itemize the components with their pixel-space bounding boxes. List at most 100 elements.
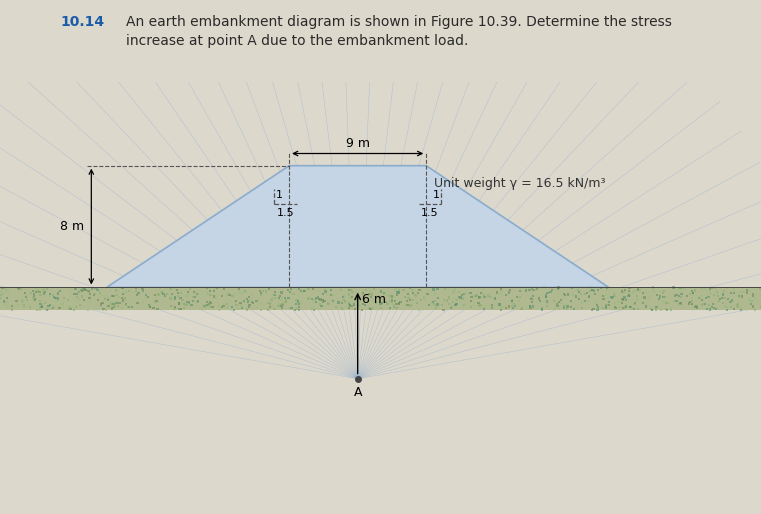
Point bbox=[173, 300, 185, 308]
Point bbox=[600, 286, 613, 294]
Point bbox=[377, 297, 390, 305]
Point bbox=[113, 293, 125, 301]
Point bbox=[536, 306, 548, 314]
Point bbox=[71, 293, 83, 301]
Point bbox=[607, 305, 619, 314]
Point bbox=[201, 284, 213, 292]
Point bbox=[145, 303, 157, 311]
Point bbox=[48, 293, 60, 301]
Point bbox=[102, 295, 114, 303]
Point bbox=[262, 299, 274, 307]
Point bbox=[37, 285, 49, 293]
Point bbox=[386, 297, 398, 305]
Point bbox=[243, 303, 255, 311]
Point bbox=[686, 300, 698, 308]
Point bbox=[27, 293, 39, 302]
Point bbox=[255, 306, 267, 314]
Point bbox=[744, 287, 756, 295]
Point bbox=[600, 290, 612, 299]
Point bbox=[40, 288, 52, 296]
Point bbox=[524, 294, 537, 302]
Point bbox=[473, 293, 486, 301]
Point bbox=[734, 292, 746, 300]
Point bbox=[28, 292, 40, 301]
Point bbox=[218, 284, 230, 292]
Point bbox=[228, 306, 240, 314]
Point bbox=[665, 306, 677, 314]
Point bbox=[279, 293, 291, 302]
Point bbox=[516, 304, 528, 313]
Point bbox=[2, 303, 14, 311]
Point bbox=[409, 292, 422, 300]
Point bbox=[721, 303, 733, 311]
Point bbox=[171, 286, 183, 295]
Point bbox=[706, 284, 718, 292]
Point bbox=[137, 298, 149, 306]
Point bbox=[686, 294, 699, 302]
Point bbox=[428, 289, 441, 297]
Point bbox=[365, 304, 377, 313]
Point bbox=[338, 296, 350, 304]
Point bbox=[266, 294, 278, 302]
Point bbox=[94, 286, 106, 295]
Point bbox=[703, 285, 715, 293]
Point bbox=[631, 292, 643, 300]
Point bbox=[339, 298, 351, 306]
Point bbox=[273, 294, 285, 302]
Point bbox=[587, 305, 600, 313]
Point bbox=[375, 287, 387, 296]
Point bbox=[633, 284, 645, 292]
Point bbox=[420, 297, 432, 305]
Point bbox=[515, 305, 527, 313]
Point bbox=[20, 292, 32, 301]
Polygon shape bbox=[0, 287, 761, 310]
Point bbox=[648, 287, 661, 296]
Point bbox=[661, 299, 673, 307]
Point bbox=[232, 304, 244, 313]
Point bbox=[315, 302, 327, 310]
Point bbox=[622, 291, 635, 300]
Point bbox=[464, 297, 476, 305]
Point bbox=[159, 292, 171, 300]
Point bbox=[456, 291, 468, 299]
Point bbox=[275, 288, 288, 297]
Point bbox=[169, 284, 181, 292]
Point bbox=[310, 295, 322, 303]
Point bbox=[293, 285, 305, 293]
Point bbox=[500, 291, 512, 299]
Point bbox=[721, 284, 734, 292]
Point bbox=[342, 289, 355, 297]
Point bbox=[183, 298, 196, 306]
Point bbox=[667, 283, 680, 291]
Point bbox=[306, 304, 318, 312]
Point bbox=[13, 285, 25, 293]
Point bbox=[19, 289, 31, 297]
Point bbox=[725, 299, 737, 307]
Point bbox=[610, 304, 622, 312]
Point bbox=[95, 291, 107, 299]
Point bbox=[254, 287, 266, 296]
Point bbox=[687, 288, 699, 297]
Point bbox=[503, 302, 515, 310]
Point bbox=[78, 285, 90, 293]
Point bbox=[21, 296, 33, 304]
Point bbox=[53, 304, 65, 313]
Point bbox=[289, 284, 301, 292]
Point bbox=[363, 304, 375, 312]
Point bbox=[438, 296, 451, 304]
Point bbox=[167, 289, 179, 298]
Point bbox=[41, 306, 53, 314]
Point bbox=[428, 302, 441, 310]
Point bbox=[486, 303, 498, 311]
Point bbox=[123, 303, 135, 311]
Point bbox=[119, 295, 131, 303]
Point bbox=[473, 299, 485, 307]
Point bbox=[82, 287, 94, 295]
Point bbox=[33, 303, 45, 311]
Point bbox=[91, 284, 103, 292]
Point bbox=[705, 284, 718, 292]
Point bbox=[628, 304, 640, 313]
Point bbox=[466, 293, 478, 302]
Point bbox=[446, 303, 458, 311]
Point bbox=[283, 304, 295, 312]
